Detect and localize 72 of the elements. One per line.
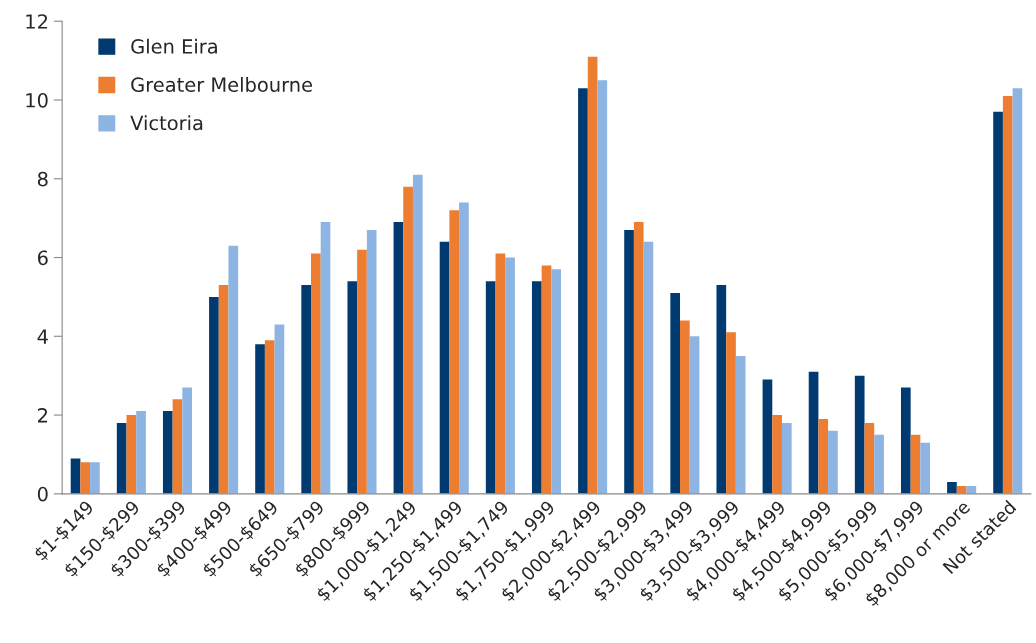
bar [808, 371, 819, 494]
bar [70, 458, 81, 494]
bar [393, 222, 404, 494]
bar [735, 355, 746, 494]
bar [347, 281, 358, 494]
bar [772, 415, 782, 494]
bar [126, 415, 137, 494]
bar [900, 387, 911, 494]
bar [531, 281, 542, 494]
bar [459, 202, 469, 494]
y-tick-label: 12 [26, 14, 48, 29]
bar [854, 375, 865, 494]
bar [116, 422, 127, 494]
bar [966, 485, 977, 494]
bar [218, 285, 229, 494]
bar [920, 442, 931, 494]
bar [485, 281, 496, 494]
bar [874, 434, 884, 494]
bar [255, 344, 265, 494]
legend-label: Greater Melbourne [131, 76, 313, 93]
bar [670, 292, 681, 494]
bar [449, 210, 460, 494]
bar [264, 340, 275, 494]
y-tick-label: 6 [37, 250, 48, 266]
bar [162, 411, 173, 494]
bar [412, 174, 423, 494]
bar [624, 229, 634, 494]
y-tick-label: 2 [38, 408, 48, 423]
bar [818, 418, 829, 494]
y-tick-label: 10 [26, 92, 48, 108]
bar [495, 253, 506, 494]
y-tick-label: 0 [37, 486, 48, 502]
bar [90, 462, 100, 494]
legend-label: Victoria [130, 115, 203, 131]
bar [172, 399, 183, 494]
y-tick-label: 8 [37, 171, 48, 187]
bar [80, 462, 91, 494]
bar [403, 186, 413, 494]
bar [578, 88, 588, 494]
bar [726, 332, 736, 494]
bar [505, 257, 515, 494]
bar [762, 379, 773, 494]
bar [1012, 88, 1023, 494]
bar [209, 296, 219, 494]
bar [643, 241, 654, 494]
bar [1002, 96, 1013, 494]
bar [864, 422, 875, 494]
legend-label: Glen Eira [131, 38, 217, 54]
bar [633, 222, 644, 494]
bar [136, 411, 146, 494]
y-tick-label: 4 [37, 329, 48, 344]
bar [910, 434, 921, 494]
bar [357, 249, 367, 494]
bar [320, 222, 331, 494]
bar [828, 430, 838, 494]
bar [366, 229, 377, 494]
bar [311, 253, 321, 494]
bar [680, 320, 690, 494]
bar [541, 265, 552, 494]
bar [301, 285, 312, 494]
bar [597, 80, 608, 494]
bar [689, 336, 700, 494]
bar [993, 111, 1003, 494]
bar [228, 245, 239, 494]
bar [781, 422, 792, 494]
bar [439, 241, 450, 494]
bar [182, 387, 193, 494]
bar [716, 285, 727, 494]
bar [587, 56, 598, 494]
bar [947, 482, 957, 494]
bar [551, 269, 562, 494]
bar [274, 324, 285, 494]
